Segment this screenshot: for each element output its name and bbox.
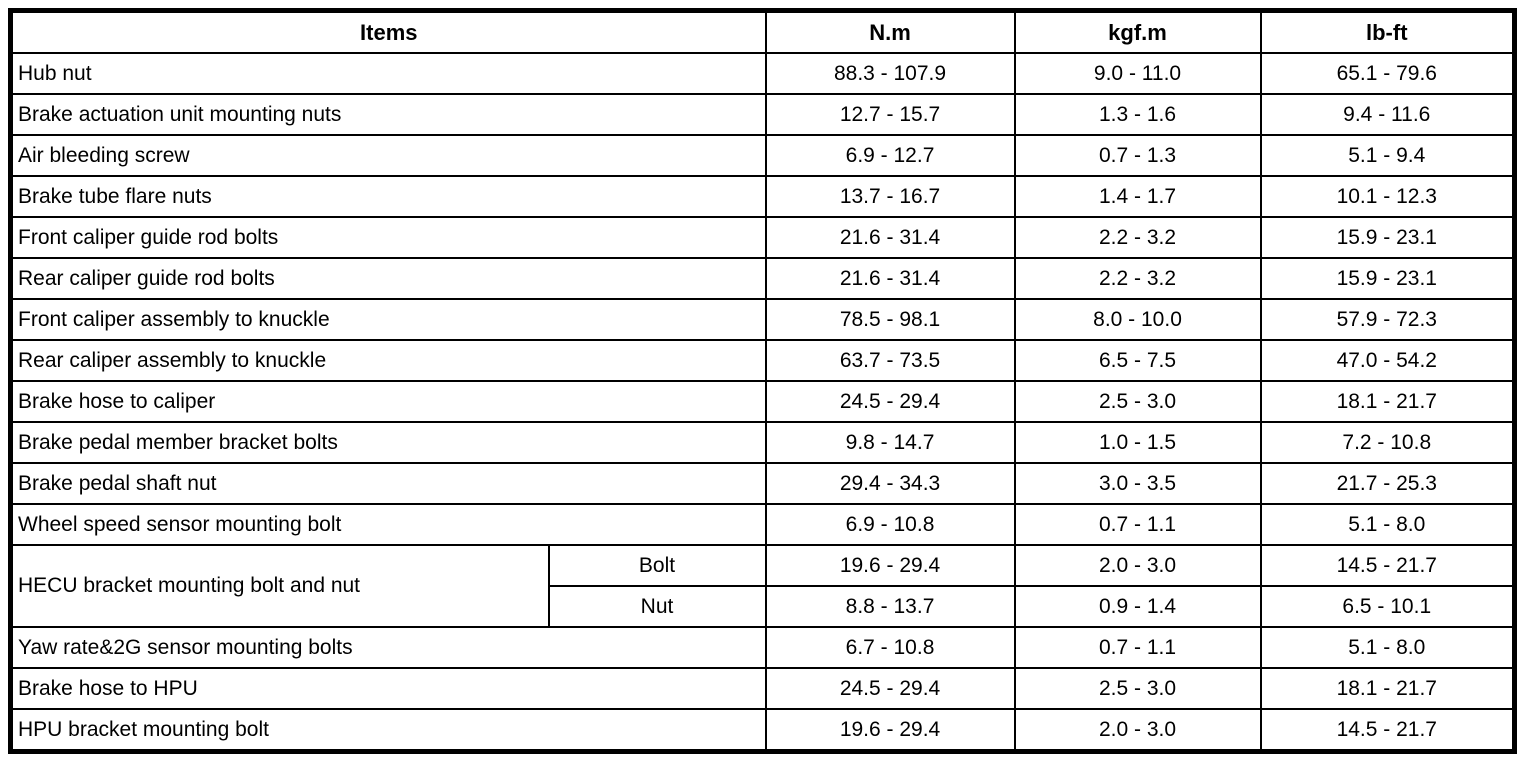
torque-value: 2.0 - 3.0 xyxy=(1013,708,1262,753)
table-row: Hub nut 88.3 - 107.9 9.0 - 11.0 65.1 - 79.6 xyxy=(9,52,1516,95)
torque-value: 2.5 - 3.0 xyxy=(1013,380,1262,423)
item-label: Wheel speed sensor mounting bolt xyxy=(9,503,767,546)
sub-item-label: Bolt xyxy=(547,544,767,587)
torque-value: 6.5 - 7.5 xyxy=(1013,339,1262,382)
table-row: Front caliper guide rod bolts 21.6 - 31.4… xyxy=(9,216,1516,259)
table-row: Wheel speed sensor mounting bolt 6.9 - 10… xyxy=(9,503,1516,546)
sub-item-label: Nut xyxy=(547,585,767,628)
torque-value: 6.7 - 10.8 xyxy=(764,626,1016,669)
item-label: Rear caliper assembly to knuckle xyxy=(9,339,767,382)
torque-value: 2.5 - 3.0 xyxy=(1013,667,1262,710)
torque-value: 6.5 - 10.1 xyxy=(1259,585,1516,628)
torque-value: 14.5 - 21.7 xyxy=(1259,544,1516,587)
table-row: Yaw rate&2G sensor mounting bolts 6.7 - 1… xyxy=(9,626,1516,669)
torque-value: 0.7 - 1.3 xyxy=(1013,134,1262,177)
item-label: HPU bracket mounting bolt xyxy=(9,708,767,753)
torque-value: 12.7 - 15.7 xyxy=(764,93,1016,136)
column-header-kgfm: kgf.m xyxy=(1013,9,1262,54)
torque-value: 15.9 - 23.1 xyxy=(1259,216,1516,259)
torque-value: 6.9 - 12.7 xyxy=(764,134,1016,177)
torque-value: 19.6 - 29.4 xyxy=(764,708,1016,753)
torque-value: 19.6 - 29.4 xyxy=(764,544,1016,587)
item-label: Brake pedal shaft nut xyxy=(9,462,767,505)
torque-value: 5.1 - 8.0 xyxy=(1259,626,1516,669)
torque-value: 18.1 - 21.7 xyxy=(1259,667,1516,710)
torque-value: 3.0 - 3.5 xyxy=(1013,462,1262,505)
table-row: Brake hose to caliper 24.5 - 29.4 2.5 - 3.… xyxy=(9,380,1516,423)
item-label: Brake actuation unit mounting nuts xyxy=(9,93,767,136)
torque-value: 9.0 - 11.0 xyxy=(1013,52,1262,95)
torque-value: 24.5 - 29.4 xyxy=(764,380,1016,423)
torque-value: 8.8 - 13.7 xyxy=(764,585,1016,628)
header-row: Items N.m kgf.m lb-ft xyxy=(9,9,1516,54)
torque-value: 8.0 - 10.0 xyxy=(1013,298,1262,341)
torque-value: 88.3 - 107.9 xyxy=(764,52,1016,95)
table-row: Brake pedal shaft nut 29.4 - 34.3 3.0 - 3.… xyxy=(9,462,1516,505)
item-label: Brake hose to HPU xyxy=(9,667,767,710)
torque-value: 5.1 - 8.0 xyxy=(1259,503,1516,546)
torque-value: 21.6 - 31.4 xyxy=(764,216,1016,259)
torque-value: 6.9 - 10.8 xyxy=(764,503,1016,546)
table-row: Rear caliper assembly to knuckle 63.7 - 7… xyxy=(9,339,1516,382)
item-label: Hub nut xyxy=(9,52,767,95)
torque-value: 2.2 - 3.2 xyxy=(1013,257,1262,300)
item-label: Rear caliper guide rod bolts xyxy=(9,257,767,300)
item-label: Brake pedal member bracket bolts xyxy=(9,421,767,464)
table-row: Brake pedal member bracket bolts 9.8 - 14… xyxy=(9,421,1516,464)
column-header-items: Items xyxy=(9,9,767,54)
torque-value: 57.9 - 72.3 xyxy=(1259,298,1516,341)
torque-value: 21.6 - 31.4 xyxy=(764,257,1016,300)
table-row: Nut 8.8 - 13.7 0.9 - 1.4 6.5 - 10.1 xyxy=(11,585,1516,628)
torque-value: 0.9 - 1.4 xyxy=(1013,585,1262,628)
torque-value: 13.7 - 16.7 xyxy=(764,175,1016,218)
torque-value: 1.4 - 1.7 xyxy=(1013,175,1262,218)
torque-value: 18.1 - 21.7 xyxy=(1259,380,1516,423)
torque-value: 7.2 - 10.8 xyxy=(1259,421,1516,464)
torque-value: 29.4 - 34.3 xyxy=(764,462,1016,505)
column-header-nm: N.m xyxy=(764,9,1016,54)
torque-spec-table: Items N.m kgf.m lb-ft Hub nut 88.3 - 107.… xyxy=(8,8,1518,754)
column-header-lbft: lb-ft xyxy=(1259,9,1516,54)
table-row: Rear caliper guide rod bolts 21.6 - 31.4 2… xyxy=(9,257,1516,300)
item-label: HECU bracket mounting bolt and nut xyxy=(9,544,550,628)
table-row: Air bleeding screw 6.9 - 12.7 0.7 - 1.3 5.1… xyxy=(9,134,1516,177)
torque-value: 15.9 - 23.1 xyxy=(1259,257,1516,300)
torque-value: 47.0 - 54.2 xyxy=(1259,339,1516,382)
torque-value: 78.5 - 98.1 xyxy=(764,298,1016,341)
table-row: Brake tube flare nuts 13.7 - 16.7 1.4 - 1.… xyxy=(9,175,1516,218)
torque-value: 0.7 - 1.1 xyxy=(1013,626,1262,669)
torque-value: 65.1 - 79.6 xyxy=(1259,52,1516,95)
torque-value: 21.7 - 25.3 xyxy=(1259,462,1516,505)
table-body: Hub nut 88.3 - 107.9 9.0 - 11.0 65.1 - 79.6… xyxy=(9,52,1516,753)
table-row: Front caliper assembly to knuckle 78.5 - … xyxy=(9,298,1516,341)
torque-value: 9.8 - 14.7 xyxy=(764,421,1016,464)
item-label: Front caliper guide rod bolts xyxy=(9,216,767,259)
torque-value: 5.1 - 9.4 xyxy=(1259,134,1516,177)
torque-value: 1.0 - 1.5 xyxy=(1013,421,1262,464)
torque-value: 0.7 - 1.1 xyxy=(1013,503,1262,546)
torque-value: 10.1 - 12.3 xyxy=(1259,175,1516,218)
torque-value: 14.5 - 21.7 xyxy=(1259,708,1516,753)
item-label: Front caliper assembly to knuckle xyxy=(9,298,767,341)
torque-value: 9.4 - 11.6 xyxy=(1259,93,1516,136)
item-label: Air bleeding screw xyxy=(9,134,767,177)
item-label: Brake hose to caliper xyxy=(9,380,767,423)
torque-value: 1.3 - 1.6 xyxy=(1013,93,1262,136)
table-row: HECU bracket mounting bolt and nut Bolt 19… xyxy=(9,544,1516,628)
torque-value: 2.2 - 3.2 xyxy=(1013,216,1262,259)
table-row: Brake actuation unit mounting nuts 12.7 -… xyxy=(9,93,1516,136)
torque-value: 2.0 - 3.0 xyxy=(1013,544,1262,587)
table-row: HPU bracket mounting bolt 19.6 - 29.4 2.0 … xyxy=(9,708,1516,753)
item-label: Yaw rate&2G sensor mounting bolts xyxy=(9,626,767,669)
torque-value: 24.5 - 29.4 xyxy=(764,667,1016,710)
item-label: Brake tube flare nuts xyxy=(9,175,767,218)
torque-value: 63.7 - 73.5 xyxy=(764,339,1016,382)
table-row: Brake hose to HPU 24.5 - 29.4 2.5 - 3.0 18.… xyxy=(9,667,1516,710)
